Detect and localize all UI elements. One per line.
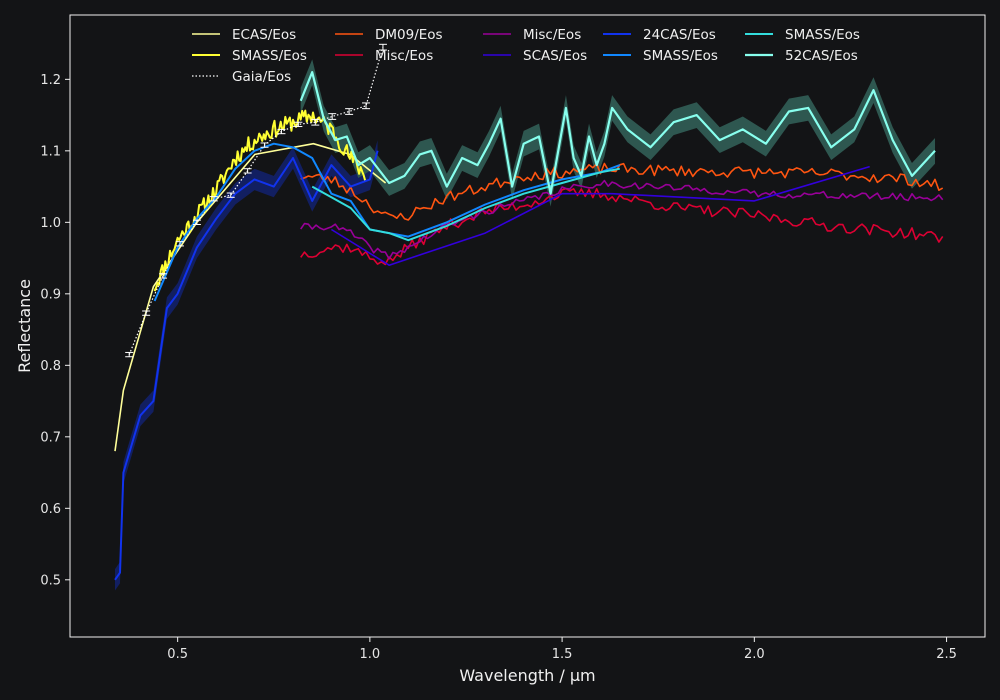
y-tick-label: 1.2 (40, 73, 61, 88)
legend-entry: 24CAS/Eos (603, 27, 716, 43)
series-line-5 (300, 179, 944, 260)
legend-label: SMASS/Eos (643, 48, 718, 64)
legend-label: SCAS/Eos (523, 48, 587, 64)
series-line-2 (128, 47, 384, 355)
error-bar (209, 196, 218, 202)
legend-entry: Gaia/Eos (192, 69, 291, 85)
series-line-6 (330, 165, 870, 267)
series-line-3 (300, 162, 944, 221)
legend-label: SMASS/Eos (785, 27, 860, 43)
plot-frame (69, 14, 986, 638)
legend-label: 52CAS/Eos (785, 48, 858, 64)
legend-label: ECAS/Eos (232, 27, 296, 43)
y-tick-label: 1.0 (40, 216, 61, 231)
y-axis-ticks: 0.5 0.6 0.7 0.8 0.9 1.0 1.1 1.2 (40, 73, 70, 588)
error-bar (175, 241, 184, 247)
x-tick-label: 1.0 (360, 647, 381, 662)
y-tick-label: 0.8 (40, 359, 61, 374)
x-axis-label: Wavelength / µm (459, 666, 595, 685)
series-band-10 (300, 59, 936, 207)
y-tick-label: 0.6 (40, 502, 61, 517)
series-line-8 (153, 142, 621, 302)
legend-label: Gaia/Eos (232, 69, 291, 85)
series-line-10 (299, 71, 936, 195)
error-bar (260, 142, 269, 148)
legend-entry: ECAS/Eos (192, 27, 296, 43)
error-bar (277, 128, 286, 135)
x-tick-label: 2.5 (936, 647, 957, 662)
legend-entry: DM09/Eos (335, 27, 443, 43)
legend-entry: 52CAS/Eos (745, 48, 858, 64)
legend-label: DM09/Eos (375, 27, 443, 43)
legend-entry: SMASS/Eos (192, 48, 307, 64)
legend-entry: Misc/Eos (335, 48, 433, 64)
legend-label: Misc/Eos (523, 27, 581, 43)
legend-entry: Misc/Eos (483, 27, 581, 43)
y-tick-label: 0.5 (40, 573, 61, 588)
error-bar (345, 108, 354, 115)
y-tick-label: 0.9 (40, 287, 61, 302)
legend-label: SMASS/Eos (232, 48, 307, 64)
legend: ECAS/Eos SMASS/Eos Gaia/Eos DM09/Eos Misc/Eo… (192, 27, 860, 85)
series-line-9 (311, 167, 620, 242)
series-lines (114, 47, 944, 581)
error-bar (311, 118, 320, 126)
uncertainty-bands (114, 59, 936, 591)
series-band-7 (114, 140, 378, 591)
legend-entry: SMASS/Eos (603, 48, 718, 64)
y-tick-label: 1.1 (40, 144, 61, 159)
legend-entry: SCAS/Eos (483, 48, 587, 64)
x-axis-ticks: 0.5 1.0 1.5 2.0 2.5 (167, 637, 957, 662)
x-tick-label: 0.5 (167, 647, 188, 662)
x-tick-label: 1.5 (552, 647, 573, 662)
series-line-7 (114, 150, 379, 581)
x-tick-label: 2.0 (744, 647, 765, 662)
legend-label: 24CAS/Eos (643, 27, 716, 43)
error-bar (142, 310, 151, 316)
error-bar (226, 192, 235, 198)
error-bar (159, 273, 168, 279)
y-tick-label: 0.7 (40, 430, 61, 445)
error-bar (192, 219, 201, 225)
error-bar (243, 168, 252, 174)
error-bar (362, 102, 371, 110)
y-axis-label: Reflectance (15, 279, 34, 373)
legend-label: Misc/Eos (375, 48, 433, 64)
gaia-error-bars (125, 43, 387, 358)
error-bar (378, 43, 387, 51)
legend-entry: SMASS/Eos (745, 27, 860, 43)
error-bar (328, 113, 337, 120)
error-bar (125, 351, 134, 358)
error-bar (294, 121, 303, 128)
